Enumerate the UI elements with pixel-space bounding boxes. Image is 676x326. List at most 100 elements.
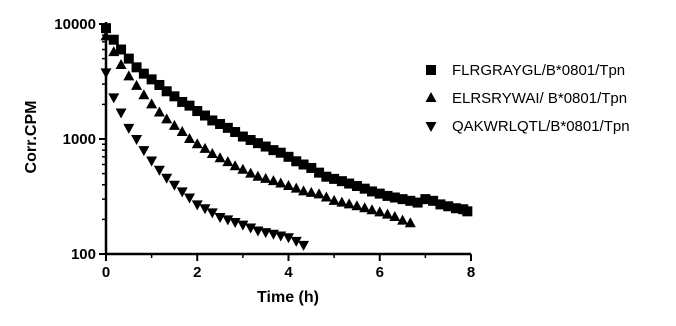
data-point xyxy=(115,108,127,119)
data-point xyxy=(100,68,112,79)
data-point xyxy=(290,236,302,247)
data-point xyxy=(283,151,294,162)
data-point xyxy=(298,240,310,251)
data-point xyxy=(291,156,302,167)
data-point xyxy=(314,167,325,178)
data-point xyxy=(183,193,195,204)
x-tick-label: 0 xyxy=(102,264,110,281)
data-point xyxy=(154,79,165,90)
data-points xyxy=(100,23,473,251)
data-point xyxy=(260,141,271,152)
data-point xyxy=(351,200,363,211)
data-point xyxy=(215,119,226,130)
legend-label: QAKWRLQTL/B*0801/Tpn xyxy=(452,118,630,135)
x-tick-label: 8 xyxy=(467,264,475,281)
data-point xyxy=(176,126,188,137)
data-point xyxy=(305,186,317,197)
data-point xyxy=(320,191,332,202)
data-point xyxy=(115,59,127,70)
data-point xyxy=(153,165,165,176)
legend-label: FLRGRAYGL/B*0801/Tpn xyxy=(452,62,625,79)
x-tick-label: 6 xyxy=(376,264,384,281)
data-point xyxy=(138,68,149,79)
data-point xyxy=(245,223,257,234)
data-point xyxy=(328,194,340,205)
data-point xyxy=(176,187,188,198)
data-point xyxy=(389,210,401,221)
data-point xyxy=(161,173,173,184)
data-point xyxy=(351,181,362,192)
data-point xyxy=(252,226,264,237)
data-point xyxy=(146,156,158,167)
data-point xyxy=(260,172,272,183)
x-axis-title: Time (h) xyxy=(257,289,319,306)
data-point xyxy=(283,233,294,244)
data-point xyxy=(313,188,325,199)
data-point xyxy=(336,196,348,207)
data-point xyxy=(200,110,211,121)
data-point xyxy=(161,86,172,97)
data-point xyxy=(245,135,256,146)
data-point xyxy=(450,203,461,214)
y-tick-label: 1000 xyxy=(63,131,96,148)
data-point xyxy=(168,119,180,130)
data-point xyxy=(168,180,180,191)
data-point xyxy=(420,194,431,205)
data-point xyxy=(260,228,272,239)
data-point xyxy=(199,142,211,153)
data-point xyxy=(191,138,203,149)
data-point xyxy=(245,167,257,178)
data-point xyxy=(366,186,377,197)
data-point xyxy=(443,201,454,212)
data-point xyxy=(191,200,203,211)
data-point xyxy=(222,122,233,133)
x-ticks: 0 2 4 6 8 xyxy=(102,254,475,281)
data-point xyxy=(161,113,173,124)
data-point xyxy=(123,123,135,134)
data-point xyxy=(275,147,286,158)
data-point xyxy=(108,46,120,57)
plot-area: 100 1000 10000 0 2 4 6 8 xyxy=(54,16,475,281)
data-point xyxy=(329,173,340,184)
data-point xyxy=(462,206,473,217)
data-point xyxy=(366,204,378,215)
data-point xyxy=(435,199,446,210)
data-point xyxy=(290,182,302,193)
data-point xyxy=(229,217,241,228)
data-point xyxy=(405,195,416,206)
legend-label: ELRSRYWAI/ B*0801/Tpn xyxy=(452,90,627,107)
data-point xyxy=(183,133,195,143)
data-point xyxy=(184,100,195,111)
data-point xyxy=(206,208,218,219)
data-point xyxy=(267,175,279,186)
data-point xyxy=(222,156,234,167)
data-point xyxy=(229,160,241,171)
data-point xyxy=(214,152,226,163)
data-point xyxy=(382,208,394,219)
data-point xyxy=(336,176,347,187)
data-point xyxy=(199,204,211,215)
data-point xyxy=(428,195,439,206)
legend-marker xyxy=(425,122,437,132)
data-point xyxy=(298,159,309,170)
data-point xyxy=(359,202,371,213)
data-point xyxy=(382,190,393,201)
data-point xyxy=(374,206,386,217)
data-point xyxy=(237,220,249,231)
data-point xyxy=(192,106,203,117)
data-point xyxy=(397,214,409,225)
data-point xyxy=(108,34,119,45)
data-point xyxy=(237,131,248,142)
data-point xyxy=(177,96,188,107)
data-point xyxy=(131,62,142,73)
data-point xyxy=(138,146,150,157)
data-point xyxy=(343,198,355,209)
data-point xyxy=(207,115,218,126)
data-point xyxy=(100,30,112,41)
data-point xyxy=(131,135,143,145)
y-tick-label: 10000 xyxy=(54,16,96,33)
data-point xyxy=(131,79,143,90)
data-point xyxy=(123,53,134,64)
data-point xyxy=(283,180,294,191)
